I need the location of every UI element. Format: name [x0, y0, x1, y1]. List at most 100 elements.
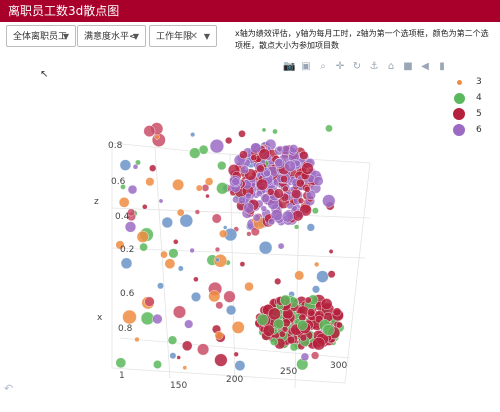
scatter-point	[268, 218, 276, 226]
scatter-point	[193, 276, 199, 283]
scatter-point	[250, 142, 262, 154]
grid-line	[111, 247, 366, 259]
chevron-down-icon: ▼	[132, 32, 139, 41]
scatter-point	[256, 164, 265, 173]
scatter-3d-svg[interactable]	[0, 58, 500, 408]
legend: 3 4 5 6	[452, 74, 482, 138]
scatter-point	[215, 257, 220, 263]
pan-icon[interactable]: ✛	[335, 61, 345, 72]
legend-label: 3	[476, 77, 482, 87]
legend-label: 6	[476, 125, 482, 135]
mouse-cursor-icon: ↖	[40, 69, 49, 80]
scatter-point	[312, 285, 321, 294]
home-icon[interactable]: ⌂	[387, 61, 395, 72]
scatter-point	[124, 221, 137, 233]
filter-select-satisfaction-value: 满意度水平<	[84, 32, 137, 42]
scatter-point	[280, 174, 289, 183]
page-title: 离职员工数3d散点图	[0, 0, 500, 22]
close-icon[interactable]: ✕	[189, 31, 198, 42]
scatter-point	[294, 270, 305, 281]
filter-select-years[interactable]: 工作年限 ✕ ▼	[149, 25, 217, 47]
scatter-point	[296, 319, 308, 331]
scatter-point	[205, 193, 210, 199]
legend-item[interactable]: 5	[452, 106, 482, 122]
filter-select-scope[interactable]: 全体离职员工 ▼	[6, 25, 76, 47]
scatter-point	[274, 158, 284, 168]
legend-marker	[453, 124, 465, 136]
scatter-point	[303, 185, 311, 193]
scatter-point	[320, 298, 333, 311]
legend-item[interactable]: 6	[452, 122, 482, 138]
scatter-point	[169, 352, 177, 360]
scatter-points	[115, 122, 345, 371]
scatter-point	[316, 270, 329, 283]
scatter-point	[335, 321, 343, 329]
scatter-point	[268, 307, 281, 321]
scatter-point	[213, 254, 228, 268]
turntable-icon[interactable]: ⚓	[369, 61, 379, 72]
scatter-point	[122, 309, 137, 325]
zoom-icon[interactable]: ⌕	[320, 61, 326, 72]
scatter-point	[115, 357, 127, 369]
scatter-point	[272, 128, 278, 135]
spike-icon[interactable]: ◀	[421, 61, 429, 72]
scatter-point	[179, 213, 194, 228]
scatter-point	[263, 169, 271, 178]
grid-line	[344, 162, 371, 384]
plot-area[interactable]	[0, 58, 500, 408]
legend-marker	[456, 79, 462, 85]
scatter-point	[204, 177, 214, 186]
scatter-point	[140, 311, 155, 326]
scatter-point	[149, 164, 157, 172]
scatter-point	[189, 147, 201, 159]
scatter-point	[160, 250, 168, 259]
filter-bar: 全体离职员工 ▼ 满意度水平< ▼ 工作年限 ✕ ▼	[0, 22, 500, 58]
scatter-point	[214, 330, 224, 340]
y-tick: 250	[280, 367, 298, 377]
scatter-point	[231, 177, 240, 186]
scatter-point	[233, 351, 239, 357]
scatter-point	[295, 178, 305, 188]
logo-icon[interactable]: ▮	[439, 61, 445, 72]
scatter-point	[142, 204, 148, 210]
z-tick: 0.4	[115, 212, 130, 222]
scatter-point	[190, 132, 196, 138]
grid-line	[111, 207, 371, 219]
scatter-point	[234, 360, 246, 371]
scatter-point	[327, 270, 336, 279]
legend-label: 5	[476, 109, 482, 119]
scatter-point	[135, 159, 141, 166]
filter-select-years-value: 工作年限	[156, 32, 193, 42]
scatter-point	[297, 197, 305, 205]
scatter-point	[231, 320, 245, 334]
scatter-point	[189, 247, 195, 254]
scatter-point	[173, 239, 179, 245]
scatter-point	[250, 154, 258, 162]
z-axis-title: z	[94, 197, 99, 207]
scatter-point	[312, 337, 326, 351]
legend-item[interactable]: 3	[452, 74, 482, 90]
scatter-point	[269, 337, 279, 346]
camera-icon[interactable]: 📷	[283, 61, 296, 72]
legend-marker	[453, 108, 465, 120]
filter-select-satisfaction[interactable]: 满意度水平< ▼	[77, 25, 146, 47]
scatter-point	[132, 164, 139, 170]
scatter-point	[252, 213, 261, 222]
scatter-point	[266, 188, 275, 196]
scatter-point	[256, 178, 269, 191]
legend-label: 4	[476, 93, 482, 103]
legend-item[interactable]: 4	[452, 90, 482, 106]
scatter-point	[332, 307, 342, 317]
scatter-point	[168, 248, 179, 259]
save-icon[interactable]: ▣	[301, 61, 311, 72]
scatter-point	[134, 336, 140, 343]
scatter-point	[216, 182, 229, 195]
scatter-point	[144, 296, 155, 307]
camera-reset-icon[interactable]: ■	[403, 61, 413, 72]
undo-icon[interactable]: ↶	[4, 382, 14, 395]
scatter-point	[261, 127, 267, 133]
scatter-point	[284, 160, 296, 172]
scatter-point	[172, 305, 186, 319]
orbit-icon[interactable]: ↻	[352, 61, 362, 72]
x-axis-title: x	[97, 313, 103, 323]
